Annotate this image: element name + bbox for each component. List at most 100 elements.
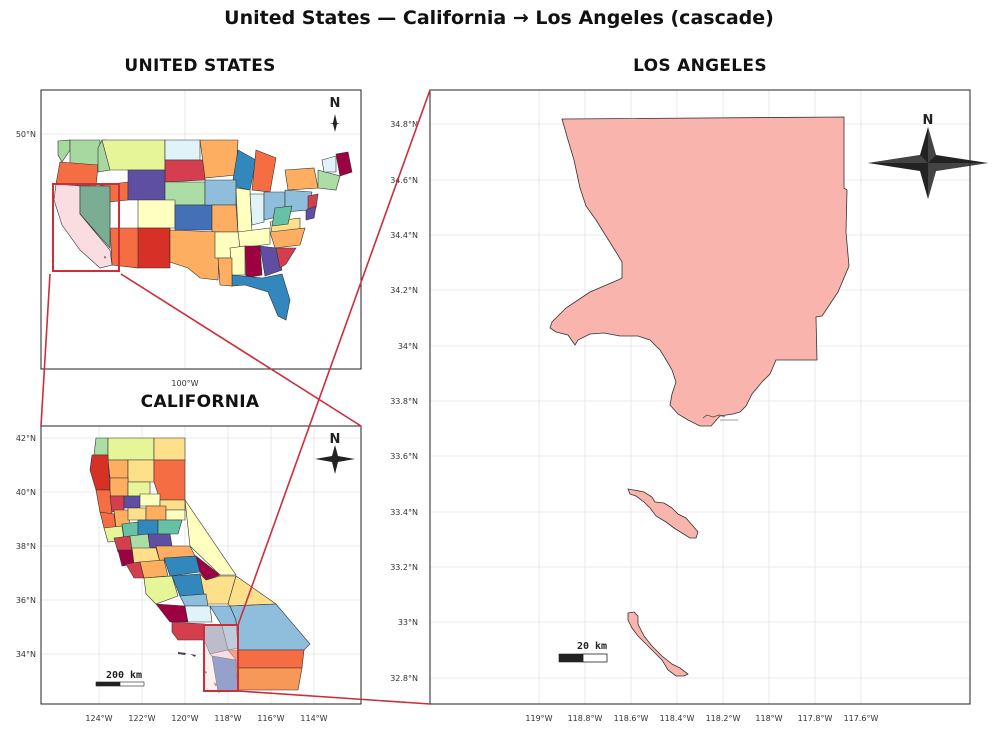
ca-county bbox=[157, 519, 183, 535]
us-state bbox=[321, 155, 337, 173]
us-lat-tick: 50°N bbox=[16, 130, 36, 139]
ca-scale-bar-light bbox=[119, 681, 145, 687]
la-lon-tick: 118.6°W bbox=[614, 714, 649, 723]
island bbox=[178, 652, 186, 655]
ca-counties bbox=[89, 437, 311, 693]
us-state bbox=[79, 185, 111, 249]
la-lon-tick: 118.2°W bbox=[706, 714, 741, 723]
us-state bbox=[164, 139, 201, 161]
us-state bbox=[199, 139, 239, 179]
us-state bbox=[169, 229, 221, 281]
us-state bbox=[235, 187, 253, 233]
la-dot bbox=[104, 256, 106, 259]
us-state bbox=[251, 149, 277, 193]
ca-county bbox=[227, 575, 277, 607]
us-state bbox=[244, 245, 263, 279]
ca-lat-tick: 34°N bbox=[16, 650, 36, 659]
ca-county bbox=[89, 454, 111, 491]
la-lat-tick: 34.2°N bbox=[390, 286, 418, 295]
la-frame bbox=[429, 89, 971, 705]
ca-county bbox=[137, 519, 159, 537]
us-state bbox=[57, 139, 71, 163]
ca-panel-title: CALIFORNIA bbox=[140, 392, 260, 412]
us-highlight-box bbox=[52, 183, 120, 272]
ca-lat-tick: 36°N bbox=[16, 596, 36, 605]
ca-county bbox=[155, 603, 189, 623]
us-state bbox=[174, 204, 213, 231]
us-state bbox=[275, 247, 297, 269]
us-state bbox=[335, 151, 353, 177]
ca-county bbox=[109, 495, 125, 513]
us-state bbox=[127, 169, 166, 201]
us-state bbox=[137, 199, 176, 229]
us-state bbox=[217, 257, 233, 287]
la-lat-tick: 34°N bbox=[398, 342, 418, 351]
ca-county bbox=[165, 509, 186, 521]
ca-county bbox=[209, 649, 237, 661]
ca-lat-tick: 40°N bbox=[16, 488, 36, 497]
la-panel-title: LOS ANGELES bbox=[633, 56, 767, 76]
la-lat-tick: 33.4°N bbox=[390, 508, 418, 517]
us-state bbox=[249, 193, 265, 226]
ca-county bbox=[139, 493, 161, 507]
la-coastline-details bbox=[702, 414, 738, 421]
la-lat-tick: 34.6°N bbox=[390, 176, 418, 185]
la-lon-tick: 118.8°W bbox=[568, 714, 603, 723]
santa-catalina-island bbox=[627, 488, 699, 539]
ca-county bbox=[235, 667, 303, 691]
la-lat-tick: 34.8°N bbox=[390, 120, 418, 129]
san-clemente-island bbox=[627, 611, 689, 677]
us-state bbox=[305, 205, 317, 221]
la-lat-tick: 33.2°N bbox=[390, 563, 418, 572]
ca-lat-ticks: 42°N 40°N 38°N 36°N 34°N bbox=[16, 434, 36, 659]
connector-us-ca-left bbox=[40, 273, 51, 427]
us-state bbox=[204, 179, 237, 206]
us-north-arrow-icon bbox=[330, 114, 340, 132]
ca-lat-tick: 38°N bbox=[16, 542, 36, 551]
ca-lon-ticks: 124°W 122°W 120°W 118°W 116°W 114°W bbox=[85, 714, 327, 723]
ca-highlight-box bbox=[203, 624, 239, 692]
ca-panel: N 200 km 42°N 40°N 38°N 36°N 34°N 124°W … bbox=[16, 425, 362, 723]
ca-county bbox=[127, 507, 147, 521]
island bbox=[190, 654, 196, 657]
us-state bbox=[284, 167, 319, 191]
la-lon-tick: 118°W bbox=[755, 714, 782, 723]
us-state bbox=[317, 169, 341, 191]
la-scale-bar-light bbox=[582, 653, 608, 663]
ca-county bbox=[107, 437, 155, 461]
la-panel: N 20 km 34.8°N 34.6°N 34.4°N 34.2°N 34°N… bbox=[390, 89, 988, 723]
la-north-arrow-icon bbox=[868, 127, 988, 199]
ca-county bbox=[179, 593, 209, 607]
us-state bbox=[237, 227, 271, 249]
ca-county bbox=[171, 621, 205, 641]
ca-county bbox=[123, 495, 141, 509]
la-scale-label: 20 km bbox=[577, 641, 607, 652]
us-states bbox=[53, 139, 353, 321]
us-state bbox=[269, 227, 306, 249]
la-lat-tick: 34.4°N bbox=[390, 231, 418, 240]
ca-county bbox=[129, 533, 151, 551]
us-north-label: N bbox=[330, 96, 341, 111]
us-lon-tick: 100°W bbox=[171, 379, 198, 388]
us-state bbox=[55, 161, 99, 187]
ca-county bbox=[139, 559, 169, 579]
connector-us-ca-right bbox=[120, 273, 362, 427]
us-state bbox=[164, 159, 206, 183]
la-scale-bar-dark bbox=[558, 653, 584, 663]
la-lon-tick: 118.4°W bbox=[660, 714, 695, 723]
ca-county bbox=[93, 437, 109, 456]
us-panel: N 50°N 100°W bbox=[16, 89, 362, 388]
us-state bbox=[259, 245, 283, 277]
ca-frame bbox=[40, 425, 362, 705]
ca-lon-tick: 124°W bbox=[85, 714, 112, 723]
la-lat-tick: 33.6°N bbox=[390, 452, 418, 461]
ca-county bbox=[109, 477, 129, 497]
ca-lon-tick: 120°W bbox=[171, 714, 198, 723]
us-state bbox=[211, 204, 239, 233]
us-state bbox=[69, 139, 101, 166]
ca-county bbox=[153, 437, 186, 461]
la-lat-tick: 33°N bbox=[398, 618, 418, 627]
ca-scale-bar-dark bbox=[95, 681, 121, 687]
ca-county bbox=[145, 505, 167, 521]
